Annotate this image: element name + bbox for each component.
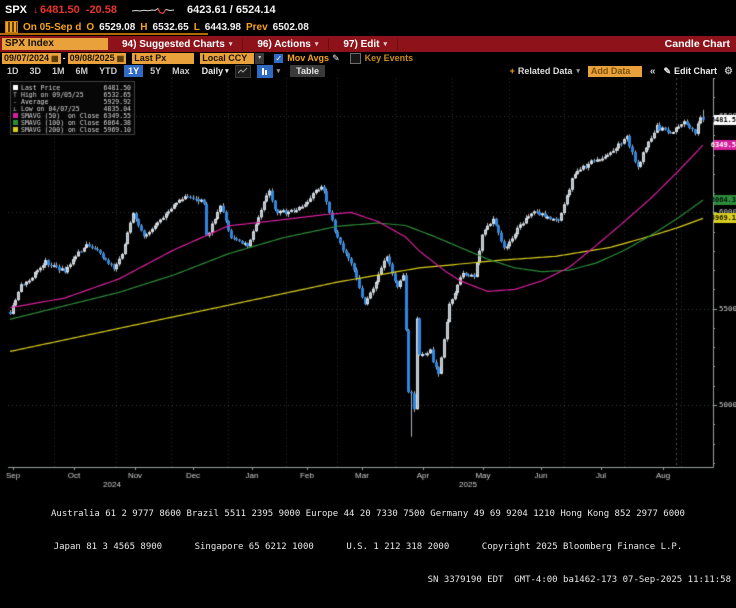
quote-subheader: On 05-Sep d O 6529.08 H 6532.65 L 6443.9… xyxy=(0,20,736,34)
price-change: -20.58 xyxy=(85,4,117,16)
price-field-value: Last Px xyxy=(134,52,167,63)
chevron-down-icon: ▾ xyxy=(383,41,388,48)
bloomberg-chart-window: SPX ↓ 6481.50 -20.58 6423.61 / 6524.14 O… xyxy=(0,0,736,585)
price-down-arrow-icon: ↓ xyxy=(33,4,39,16)
edit-chart-label: Edit Chart xyxy=(674,66,718,76)
key-events-checkbox[interactable] xyxy=(349,52,361,64)
key-events-label: Key Events xyxy=(364,53,414,63)
last-price: 6481.50 xyxy=(40,4,80,16)
menu-bar: SPX Index 94) Suggested Charts ▾ 96) Act… xyxy=(0,36,736,52)
chevron-down-icon: ▾ xyxy=(258,54,262,61)
chart-toolbar: 09/07/2024 ▦ - 09/08/2025 ▦ Last Px Loca… xyxy=(0,52,736,64)
ticker-symbol: SPX xyxy=(5,4,28,16)
period-button-1y[interactable]: 1Y xyxy=(124,65,144,77)
mov-avgs-label: Mov Avgs xyxy=(287,53,330,63)
period-button-1d[interactable]: 1D xyxy=(7,66,19,76)
calendar-icon: ▦ xyxy=(51,53,59,63)
menu-edit-label: 97) Edit xyxy=(343,38,380,50)
quote-header: SPX ↓ 6481.50 -20.58 6423.61 / 6524.14 xyxy=(0,0,736,20)
chevron-down-icon: ▾ xyxy=(228,41,233,48)
currency-select[interactable]: Local CCY xyxy=(200,52,255,64)
period-button-3d[interactable]: 3D xyxy=(29,66,42,76)
terminal-footer: Australia 61 2 9777 8600 Brazil 5511 239… xyxy=(0,487,736,608)
footer-line-3: SN 3379190 EDT GMT-4:00 ba1462-173 07-Se… xyxy=(427,575,731,585)
period-button-6m[interactable]: 6M xyxy=(75,66,89,76)
pencil-icon[interactable]: ✎ xyxy=(332,52,340,63)
open-label: O xyxy=(86,21,95,33)
period-bar: 1D 3D 1M 6M YTD 1Y 5Y Max Daily ▾ ▾ Tabl… xyxy=(0,64,736,78)
period-button-max[interactable]: Max xyxy=(172,66,190,76)
chevron-down-icon: ▾ xyxy=(314,41,319,48)
frequency-value: Daily xyxy=(201,66,224,76)
date-to-value: 09/08/2025 xyxy=(69,52,115,63)
period-button-5y[interactable]: 5Y xyxy=(150,66,162,76)
candle-chart-icon[interactable] xyxy=(256,64,273,78)
mov-avgs-checkbox[interactable]: ✓ xyxy=(274,53,284,63)
date-range-dash: - xyxy=(62,53,66,63)
period-button-1m[interactable]: 1M xyxy=(52,66,65,76)
date-from-input[interactable]: 09/07/2024 ▦ xyxy=(2,52,61,64)
quote-montage-icon[interactable] xyxy=(5,21,18,33)
date-to-input[interactable]: 09/08/2025 ▦ xyxy=(67,52,127,64)
menu-suggested-charts[interactable]: 94) Suggested Charts ▾ xyxy=(122,38,244,50)
price-chart-canvas[interactable] xyxy=(0,78,736,488)
low-label: L xyxy=(193,21,200,33)
edit-chart-button[interactable]: ✎ Edit Chart xyxy=(663,66,717,77)
open-value: 6529.08 xyxy=(99,21,136,33)
add-data-input[interactable]: Add Data xyxy=(587,65,642,77)
chart-type-label: Candle Chart xyxy=(664,38,730,50)
header-underline xyxy=(0,33,208,35)
security-input[interactable]: SPX Index xyxy=(2,38,108,50)
frequency-select[interactable]: Daily ▾ xyxy=(202,66,229,76)
menu-edit[interactable]: 97) Edit ▾ xyxy=(343,38,399,50)
check-icon: ✓ xyxy=(275,53,283,63)
chart-style-dropdown-icon[interactable]: ▾ xyxy=(276,68,281,75)
currency-dropdown-button[interactable]: ▾ xyxy=(255,52,265,64)
pencil-icon: ✎ xyxy=(663,65,672,76)
bid-ask: 6423.61 / 6524.14 xyxy=(186,4,276,16)
high-value: 6532.65 xyxy=(152,21,189,33)
prev-label: Prev xyxy=(245,21,268,33)
menu-actions[interactable]: 96) Actions ▾ xyxy=(257,38,330,50)
price-field-select[interactable]: Last Px xyxy=(132,52,195,64)
menu-suggested-charts-label: 94) Suggested Charts xyxy=(122,38,225,50)
footer-line-2: Japan 81 3 4565 8900 Singapore 65 6212 1… xyxy=(53,542,683,552)
footer-line-1: Australia 61 2 9777 8600 Brazil 5511 239… xyxy=(51,509,685,519)
high-label: H xyxy=(140,21,148,33)
collapse-icon[interactable]: « xyxy=(649,65,656,77)
chevron-down-icon: ▾ xyxy=(576,68,580,75)
low-value: 6443.98 xyxy=(204,21,241,33)
intraday-sparkline xyxy=(131,7,175,15)
gear-icon[interactable]: ⚙ xyxy=(724,65,733,77)
table-button[interactable]: Table xyxy=(290,65,325,77)
related-data-button[interactable]: Related Data xyxy=(517,66,573,76)
menu-actions-label: 96) Actions xyxy=(257,38,311,50)
currency-value: Local CCY xyxy=(202,52,248,63)
plus-icon: + xyxy=(509,66,515,76)
prev-value: 6502.08 xyxy=(272,21,309,33)
session-label: On 05-Sep d xyxy=(23,21,82,33)
calendar-icon: ▦ xyxy=(116,53,125,63)
date-from-value: 09/07/2024 xyxy=(4,52,50,63)
chevron-down-icon: ▾ xyxy=(225,68,229,75)
line-chart-icon[interactable] xyxy=(234,64,251,78)
period-button-ytd[interactable]: YTD xyxy=(99,66,118,76)
